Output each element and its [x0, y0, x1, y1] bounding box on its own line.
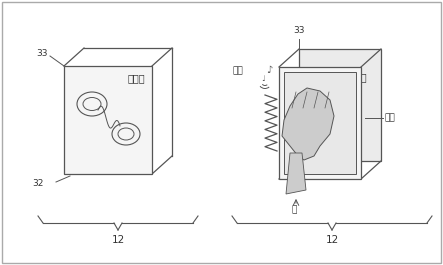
- Text: 背面側: 背面側: [127, 73, 145, 83]
- Text: 12: 12: [111, 235, 124, 245]
- Text: 33: 33: [36, 50, 47, 59]
- Text: 32: 32: [33, 179, 44, 188]
- FancyBboxPatch shape: [2, 2, 441, 263]
- Text: ♪: ♪: [266, 65, 272, 75]
- Text: 正面側: 正面側: [349, 72, 367, 82]
- Text: 声音: 声音: [233, 67, 244, 76]
- Polygon shape: [284, 72, 356, 174]
- Text: 振动: 振动: [328, 169, 339, 178]
- Text: ♩: ♩: [261, 74, 265, 83]
- Polygon shape: [286, 153, 306, 194]
- Text: 图像: 图像: [385, 113, 396, 122]
- Text: 12: 12: [325, 235, 338, 245]
- Polygon shape: [299, 49, 381, 161]
- Text: 手: 手: [291, 205, 297, 214]
- Text: 33: 33: [293, 26, 305, 35]
- Polygon shape: [279, 67, 361, 179]
- Polygon shape: [64, 66, 152, 174]
- Polygon shape: [282, 88, 334, 160]
